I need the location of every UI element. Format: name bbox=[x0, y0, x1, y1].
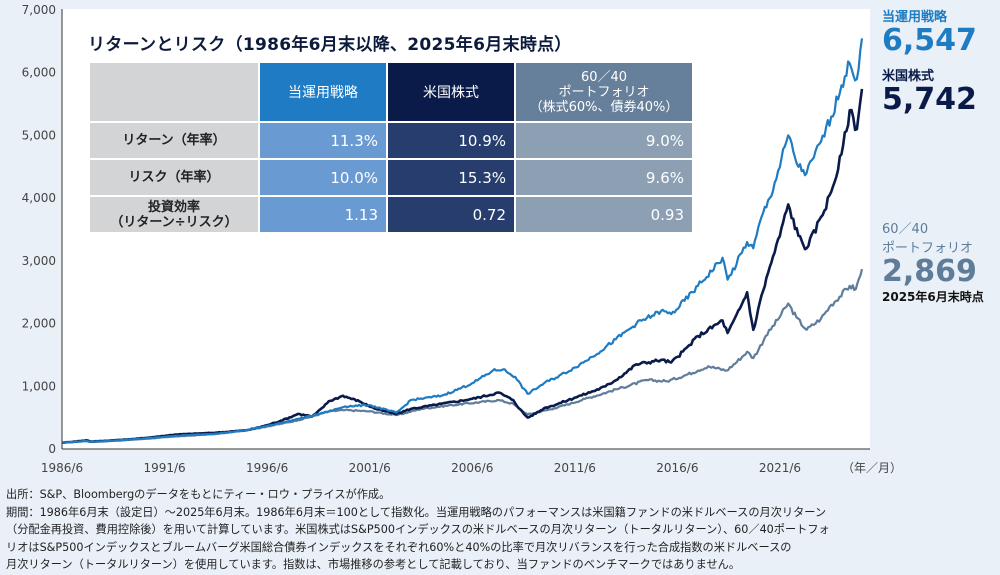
table-header-us-stocks: 米国株式 bbox=[388, 63, 514, 121]
x-tick-label: 2016/6 bbox=[656, 461, 698, 475]
cell-strategy-risk: 10.0% bbox=[260, 160, 386, 195]
end-label-portfolio-name-2: ポートフォリオ bbox=[882, 241, 974, 256]
footnote-line: 期間：1986年6月末（設定日）～2025年6月末。1986年6月末＝100とし… bbox=[6, 505, 827, 519]
y-tick-label: 1,000 bbox=[22, 379, 56, 393]
end-label-portfolio: 60／40 ポートフォリオ 2,869 2025年6月末時点 bbox=[882, 218, 984, 305]
end-label-us-stocks-name: 米国株式 bbox=[882, 69, 935, 84]
end-label-strategy-value: 6,547 bbox=[882, 23, 977, 58]
y-tick-label: 6,000 bbox=[22, 66, 56, 80]
row-label-efficiency: 投資効率 （リターン÷リスク） bbox=[90, 197, 258, 232]
chart-title: リターンとリスク（1986年6月末以降、2025年6月末時点） bbox=[88, 35, 572, 55]
table-row: 投資効率 （リターン÷リスク） 1.13 0.72 0.93 bbox=[90, 197, 692, 232]
x-tick-label: 2021/6 bbox=[759, 461, 801, 475]
cell-us-stocks-efficiency: 0.72 bbox=[388, 197, 514, 232]
x-tick-label: 1986/6 bbox=[41, 461, 83, 475]
row-label-line: 投資効率 bbox=[147, 199, 200, 215]
end-label-strategy-name: 当運用戦略 bbox=[882, 10, 948, 25]
cell-portfolio-return: 9.0% bbox=[516, 123, 692, 158]
y-tick-label: 7,000 bbox=[22, 3, 56, 17]
cell-us-stocks-return: 10.9% bbox=[388, 123, 514, 158]
footnote: 出所：S&P、Bloombergのデータをもとにティー・ロウ・プライスが作成。 … bbox=[6, 486, 830, 574]
x-tick-label: 2006/6 bbox=[451, 461, 493, 475]
cell-portfolio-risk: 9.6% bbox=[516, 160, 692, 195]
x-tick-label: 2011/6 bbox=[554, 461, 596, 475]
cell-portfolio-efficiency: 0.93 bbox=[516, 197, 692, 232]
cell-strategy-return: 11.3% bbox=[260, 123, 386, 158]
return-risk-table: 当運用戦略 米国株式 60／40 ポートフォリオ （株式60%、債券40%） リ… bbox=[88, 61, 694, 234]
x-axis-unit-label: （年／月） bbox=[842, 461, 902, 475]
row-label-return: リターン（年率） bbox=[90, 123, 258, 158]
table-header-blank bbox=[90, 63, 258, 121]
row-label-risk: リスク（年率） bbox=[90, 160, 258, 195]
row-label-line: （リターン÷リスク） bbox=[110, 214, 238, 230]
end-label-portfolio-value: 2,869 bbox=[882, 254, 977, 289]
footnote-line: （分配金再投資、費用控除後）を用いて計算しています。米国株式はS&P500インデ… bbox=[6, 523, 830, 537]
footnote-line: リオはS&P500インデックスとブルームバーグ米国総合債券インデックスをそれぞれ… bbox=[6, 540, 792, 554]
x-tick-label: 2001/6 bbox=[349, 461, 391, 475]
end-label-us-stocks: 米国株式 5,742 bbox=[882, 65, 977, 116]
footnote-line: 出所：S&P、Bloombergのデータをもとにティー・ロウ・プライスが作成。 bbox=[6, 488, 391, 501]
cell-strategy-efficiency: 1.13 bbox=[260, 197, 386, 232]
series-line-strategy bbox=[61, 38, 864, 444]
x-tick-label: 1991/6 bbox=[143, 461, 185, 475]
y-tick-label: 0 bbox=[48, 442, 56, 456]
footnote-line: 月次リターン（トータルリターン）を使用しています。指数は、市場推移の参考として記… bbox=[6, 558, 741, 572]
cell-us-stocks-risk: 15.3% bbox=[388, 160, 514, 195]
table-row: リターン（年率） 11.3% 10.9% 9.0% bbox=[90, 123, 692, 158]
y-tick-label: 3,000 bbox=[22, 254, 56, 268]
header-portfolio-line: 60／40 bbox=[580, 69, 628, 85]
table-header-portfolio: 60／40 ポートフォリオ （株式60%、債券40%） bbox=[516, 63, 692, 121]
table-header-row: 当運用戦略 米国株式 60／40 ポートフォリオ （株式60%、債券40%） bbox=[90, 63, 692, 121]
header-portfolio-line: ポートフォリオ bbox=[558, 84, 650, 100]
table-header-strategy: 当運用戦略 bbox=[260, 63, 386, 121]
y-tick-label: 2,000 bbox=[22, 317, 56, 331]
as-of-date: 2025年6月末時点 bbox=[882, 290, 984, 304]
y-tick-label: 5,000 bbox=[22, 128, 56, 142]
y-tick-label: 4,000 bbox=[22, 191, 56, 205]
end-label-portfolio-name-1: 60／40 bbox=[882, 222, 929, 237]
header-portfolio-line: （株式60%、債券40%） bbox=[529, 99, 679, 115]
x-tick-label: 1996/6 bbox=[246, 461, 288, 475]
table-row: リスク（年率） 10.0% 15.3% 9.6% bbox=[90, 160, 692, 195]
end-label-strategy: 当運用戦略 6,547 bbox=[882, 6, 977, 57]
end-label-us-stocks-value: 5,742 bbox=[882, 82, 977, 117]
